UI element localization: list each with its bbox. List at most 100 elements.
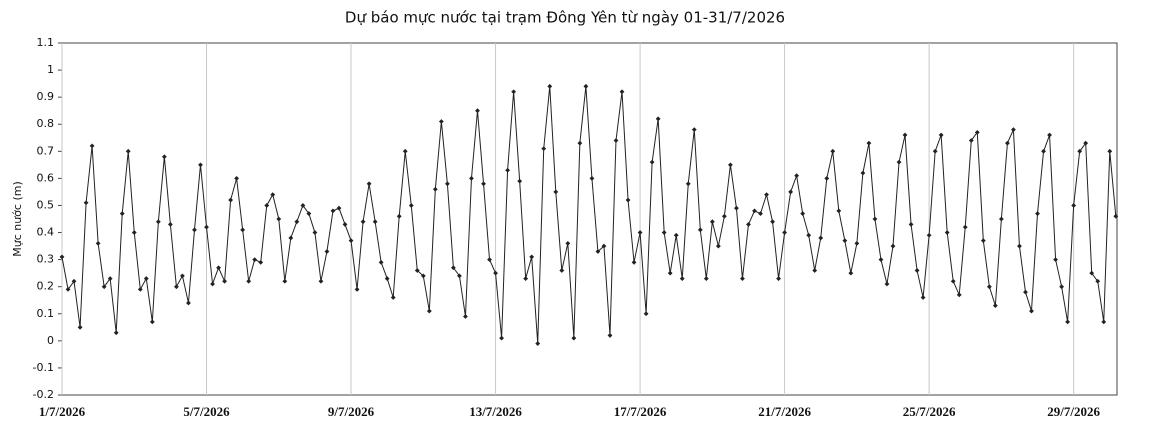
point-marker — [860, 170, 866, 176]
point-marker — [523, 276, 529, 281]
point-marker — [649, 159, 655, 165]
y-tick-label: 0.8 — [37, 117, 55, 130]
point-marker — [234, 175, 240, 181]
point-marker — [192, 227, 197, 233]
point-marker — [920, 295, 926, 300]
point-marker — [589, 175, 595, 181]
y-tick-label: 0.4 — [37, 226, 55, 239]
point-marker — [228, 197, 234, 203]
point-marker — [583, 83, 589, 89]
point-marker — [643, 311, 649, 317]
point-marker — [667, 270, 673, 276]
point-marker — [607, 333, 613, 338]
point-marker — [1071, 203, 1077, 208]
point-marker — [1059, 284, 1065, 290]
point-marker — [661, 230, 667, 235]
point-marker — [776, 276, 781, 281]
point-marker — [968, 138, 974, 143]
point-marker — [450, 265, 456, 271]
point-marker — [950, 278, 956, 284]
point-marker — [703, 276, 709, 281]
series-line — [61, 86, 1117, 344]
x-tick-label: 21/7/2026 — [758, 404, 811, 419]
point-marker — [324, 249, 330, 254]
point-marker — [481, 181, 486, 187]
point-marker — [818, 235, 824, 241]
point-marker — [878, 257, 884, 263]
point-marker — [300, 203, 306, 208]
point-marker — [210, 281, 215, 287]
point-marker — [794, 173, 800, 179]
point-marker — [77, 324, 83, 330]
point-marker — [390, 295, 396, 300]
point-marker — [167, 222, 173, 227]
point-marker — [420, 273, 426, 279]
point-marker — [938, 132, 944, 138]
point-marker — [432, 186, 438, 192]
point-marker — [812, 268, 818, 273]
y-tick-label: 0.3 — [37, 253, 55, 266]
point-marker — [992, 303, 998, 309]
point-marker — [842, 238, 848, 244]
point-marker — [1011, 127, 1016, 133]
point-marker — [131, 230, 137, 235]
point-marker — [282, 278, 288, 284]
point-marker — [673, 232, 679, 238]
point-marker — [505, 167, 510, 173]
point-marker — [734, 205, 739, 211]
point-marker — [252, 257, 258, 263]
point-marker — [402, 148, 408, 154]
x-tick-label: 17/7/2026 — [614, 404, 667, 419]
y-tick-label: 0.7 — [37, 144, 55, 157]
point-marker — [83, 200, 89, 206]
point-marker — [511, 89, 517, 95]
point-marker — [457, 273, 462, 279]
point-marker — [95, 240, 101, 246]
point-marker — [848, 270, 854, 276]
point-marker — [216, 265, 221, 271]
y-tick-label: 1.1 — [37, 36, 55, 49]
point-marker — [1101, 319, 1107, 325]
point-marker — [59, 254, 65, 260]
point-marker — [1023, 289, 1028, 295]
point-marker — [276, 216, 282, 222]
point-marker — [517, 178, 523, 184]
point-marker — [770, 219, 775, 225]
y-tick-label: 0 — [47, 334, 54, 347]
point-marker — [788, 189, 794, 195]
point-marker — [926, 232, 932, 238]
point-marker — [414, 268, 420, 273]
y-tick-label: 1 — [47, 63, 54, 76]
point-marker — [595, 249, 601, 254]
point-marker — [529, 254, 535, 260]
point-marker — [426, 308, 432, 314]
point-marker — [986, 284, 992, 290]
point-marker — [306, 211, 312, 216]
point-marker — [866, 140, 872, 146]
point-marker — [475, 108, 480, 114]
point-marker — [288, 235, 294, 241]
point-marker — [1083, 140, 1089, 146]
point-marker — [107, 276, 113, 281]
point-marker — [89, 143, 95, 149]
point-marker — [896, 159, 902, 165]
point-marker — [143, 276, 149, 281]
point-marker — [396, 213, 402, 219]
y-tick-label: 0.6 — [37, 171, 55, 184]
point-marker — [1017, 243, 1022, 249]
point-marker — [1065, 319, 1071, 325]
point-marker — [113, 330, 119, 336]
point-marker — [445, 181, 450, 187]
point-marker — [721, 213, 727, 219]
point-marker — [535, 341, 541, 346]
point-marker — [571, 335, 577, 341]
point-marker — [125, 148, 131, 154]
point-marker — [758, 211, 763, 216]
y-axis-label: Mực nước (m) — [11, 181, 24, 257]
point-marker — [258, 259, 264, 265]
point-marker — [240, 227, 246, 233]
point-marker — [318, 278, 324, 284]
y-tick-label: -0.2 — [33, 388, 54, 401]
point-marker — [836, 208, 842, 214]
point-marker — [119, 211, 125, 216]
